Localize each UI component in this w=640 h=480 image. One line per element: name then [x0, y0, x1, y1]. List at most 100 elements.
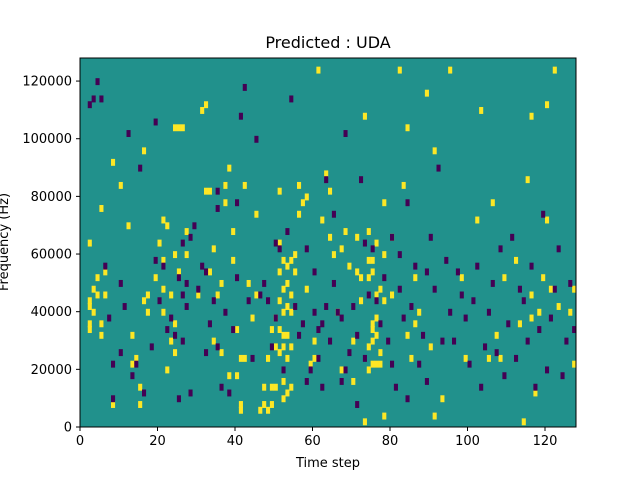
heatmap-cell-high: [328, 233, 333, 241]
heatmap-cell-low: [556, 245, 561, 253]
x-tick-label: 0: [76, 434, 84, 449]
heatmap-cell-high: [161, 256, 166, 264]
heatmap-cell-high: [91, 308, 96, 316]
heatmap-cell-high: [413, 320, 418, 328]
heatmap-cell-low: [393, 383, 398, 391]
heatmap-cell-low: [405, 395, 410, 403]
y-tick-label: 20000: [31, 363, 72, 378]
heatmap-cell-high: [343, 228, 348, 236]
y-tick-label: 40000: [31, 305, 72, 320]
heatmap-cell-high: [486, 354, 491, 362]
heatmap-cell-low: [149, 343, 154, 351]
heatmap-cell-high: [374, 331, 379, 339]
heatmap-cell-low: [324, 176, 329, 184]
heatmap-cell-low: [169, 314, 174, 322]
y-tick-label: 120000: [22, 75, 72, 90]
heatmap-cell-high: [99, 205, 104, 212]
heatmap-cell-high: [405, 124, 410, 132]
heatmap-cell-high: [502, 274, 507, 282]
heatmap-cell-low: [378, 320, 383, 328]
heatmap-cell-high: [297, 181, 302, 189]
heatmap-cell-high: [246, 279, 251, 287]
heatmap-cell-low: [281, 366, 286, 374]
heatmap-cell-high: [250, 314, 255, 322]
heatmap-cell-high: [173, 124, 178, 132]
heatmap-cell-high: [359, 274, 364, 282]
heatmap-cell-low: [521, 297, 526, 305]
heatmap-cell-high: [568, 308, 573, 316]
heatmap-cell-high: [196, 291, 201, 299]
heatmap-cell-low: [552, 285, 557, 293]
heatmap-cell-low: [541, 210, 546, 218]
heatmap-cell-low: [355, 331, 360, 339]
heatmap-cell-high: [432, 147, 437, 155]
heatmap-cell-high: [378, 349, 383, 357]
heatmap-cell-high: [490, 199, 495, 207]
heatmap-cell-high: [545, 101, 550, 109]
heatmap-cell-low: [269, 343, 274, 351]
y-tick-label: 80000: [31, 190, 72, 205]
heatmap-cell-high: [238, 354, 243, 362]
heatmap-cell-high: [231, 228, 236, 236]
heatmap-cell-high: [134, 354, 139, 362]
heatmap-cell-high: [374, 314, 379, 322]
heatmap-cell-high: [157, 239, 162, 247]
heatmap-cell-high: [103, 268, 108, 276]
heatmap-cell-high: [347, 262, 352, 270]
heatmap-cell-high: [405, 331, 410, 339]
heatmap-cell-high: [184, 251, 189, 259]
x-tick-label: 100: [455, 434, 480, 449]
y-axis-label: Frequency (Hz): [0, 193, 12, 291]
heatmap-cell-high: [459, 274, 464, 282]
heatmap-cell-low: [153, 256, 158, 264]
heatmap-cell-high: [169, 337, 174, 345]
heatmap-cell-high: [173, 251, 178, 259]
heatmap-cell-low: [421, 331, 426, 339]
heatmap-background: [80, 58, 576, 427]
heatmap-cell-high: [142, 147, 147, 155]
heatmap-cell-low: [502, 372, 507, 380]
heatmap-cell-low: [153, 118, 158, 126]
heatmap-cell-high: [242, 181, 247, 189]
heatmap-cell-low: [444, 256, 449, 264]
heatmap-cell-high: [432, 412, 437, 420]
heatmap-cell-high: [118, 181, 123, 189]
heatmap-cell-low: [242, 83, 247, 91]
heatmap-cell-high: [448, 66, 453, 74]
heatmap-cell-low: [320, 320, 325, 328]
heatmap-cell-low: [397, 285, 402, 293]
heatmap-cell-high: [277, 297, 282, 305]
heatmap-cell-low: [548, 314, 553, 322]
heatmap-cell-high: [223, 181, 228, 189]
heatmap-cell-low: [215, 343, 220, 351]
heatmap-cell-low: [308, 366, 313, 374]
heatmap-cell-high: [324, 170, 329, 178]
heatmap-cell-high: [362, 418, 367, 426]
plot-frame: [79, 57, 577, 428]
heatmap-cell-high: [138, 383, 143, 391]
heatmap-cell-low: [188, 233, 193, 241]
heatmap-cell-low: [440, 337, 445, 345]
heatmap-cell-low: [277, 245, 282, 253]
heatmap-cell-high: [366, 343, 371, 351]
heatmap-cell-low: [455, 268, 460, 276]
heatmap-cell-high: [572, 360, 577, 368]
heatmap-cell-low: [99, 95, 104, 103]
heatmap-cell-high: [308, 360, 313, 368]
heatmap-cell-low: [359, 176, 364, 184]
heatmap-cell-high: [87, 320, 92, 328]
heatmap-cell-low: [459, 291, 464, 299]
heatmap-cell-high: [235, 372, 240, 380]
heatmap-cell-high: [277, 268, 282, 276]
heatmap-cell-high: [211, 337, 216, 345]
heatmap-cell-low: [238, 112, 243, 120]
heatmap-cell-high: [382, 297, 387, 305]
heatmap-cell-high: [285, 354, 290, 362]
heatmap-cell-high: [424, 89, 429, 97]
heatmap-cell-low: [304, 377, 309, 385]
x-tick-label: 20: [149, 434, 166, 449]
heatmap-cell-high: [281, 377, 286, 385]
heatmap-cell-high: [525, 176, 530, 184]
heatmap-cell-high: [184, 228, 189, 236]
heatmap-cell-high: [99, 331, 104, 339]
